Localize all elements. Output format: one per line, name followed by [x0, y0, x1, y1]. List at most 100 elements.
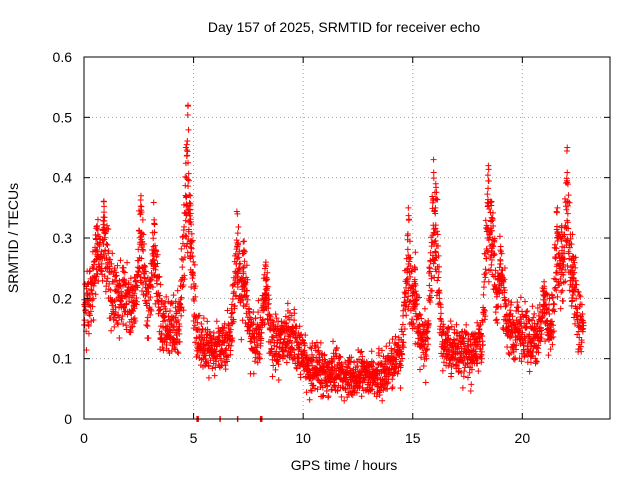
data-point	[358, 393, 365, 400]
data-point	[432, 248, 439, 255]
data-point	[140, 247, 147, 254]
data-point	[187, 241, 194, 248]
data-point	[190, 272, 197, 279]
data-point	[412, 249, 419, 256]
data-point	[274, 358, 281, 365]
data-point	[270, 362, 277, 369]
data-point	[224, 358, 231, 365]
data-point	[183, 174, 190, 181]
data-point	[429, 232, 436, 239]
data-point	[166, 326, 173, 333]
data-point	[286, 316, 293, 323]
data-point	[423, 355, 430, 362]
data-point	[440, 359, 447, 366]
data-point	[515, 304, 522, 311]
data-point	[564, 262, 571, 269]
data-point	[337, 354, 344, 361]
data-point	[100, 226, 107, 233]
data-point	[399, 321, 406, 328]
data-point	[191, 297, 198, 304]
data-point	[364, 364, 371, 371]
data-point	[160, 347, 167, 354]
data-point	[243, 301, 250, 308]
data-point	[216, 333, 223, 340]
data-point	[172, 314, 179, 321]
data-point	[487, 199, 494, 206]
data-point	[534, 304, 541, 311]
data-point	[484, 203, 491, 210]
data-point	[101, 227, 108, 234]
data-point	[182, 217, 189, 224]
data-point	[513, 342, 520, 349]
data-point	[376, 352, 383, 359]
data-point	[231, 302, 238, 309]
data-point	[430, 169, 437, 176]
data-point	[547, 346, 554, 353]
data-point	[147, 294, 154, 301]
data-point	[434, 277, 441, 284]
data-point	[184, 240, 191, 247]
data-point	[187, 219, 194, 226]
data-point	[411, 293, 418, 300]
data-point	[527, 359, 534, 366]
data-point	[211, 372, 218, 379]
data-point	[485, 185, 492, 192]
data-point	[524, 308, 531, 315]
data-point	[378, 360, 385, 367]
data-point	[308, 351, 315, 358]
data-point	[368, 348, 375, 355]
data-point	[168, 348, 175, 355]
data-point	[188, 245, 195, 252]
data-point	[293, 365, 300, 372]
data-point	[550, 334, 557, 341]
data-point	[113, 272, 120, 279]
data-point	[375, 345, 382, 352]
data-point	[139, 216, 146, 223]
data-point	[444, 325, 451, 332]
data-point	[213, 318, 220, 325]
data-point	[242, 320, 249, 327]
data-point	[474, 319, 481, 326]
data-point	[541, 292, 548, 299]
data-point	[315, 347, 322, 354]
data-point	[541, 301, 548, 308]
data-point	[178, 255, 185, 262]
data-point	[347, 358, 354, 365]
data-point	[180, 282, 187, 289]
data-point	[440, 321, 447, 328]
data-point	[432, 257, 439, 264]
data-point	[242, 293, 249, 300]
data-point	[397, 384, 404, 391]
data-point	[485, 177, 492, 184]
data-point	[538, 331, 545, 338]
data-point	[459, 384, 466, 391]
data-point	[463, 321, 470, 328]
data-point	[234, 268, 241, 275]
data-point	[578, 339, 585, 346]
data-point	[154, 251, 161, 258]
data-point	[337, 362, 344, 369]
data-point	[394, 370, 401, 377]
data-point	[231, 288, 238, 295]
data-point	[411, 301, 418, 308]
data-point	[552, 255, 559, 262]
data-point	[187, 255, 194, 262]
data-point	[240, 282, 247, 289]
data-point	[185, 126, 192, 133]
data-point	[176, 338, 183, 345]
data-point	[416, 366, 423, 373]
data-point	[151, 229, 158, 236]
data-point	[510, 355, 517, 362]
data-point	[129, 287, 136, 294]
data-point	[116, 335, 123, 342]
data-point	[175, 316, 182, 323]
data-point	[464, 374, 471, 381]
data-point	[557, 276, 564, 283]
data-point	[118, 288, 125, 295]
data-point	[478, 348, 485, 355]
data-point	[165, 313, 172, 320]
data-point	[120, 264, 127, 271]
data-point	[235, 223, 242, 230]
data-point	[139, 287, 146, 294]
data-point	[255, 297, 262, 304]
